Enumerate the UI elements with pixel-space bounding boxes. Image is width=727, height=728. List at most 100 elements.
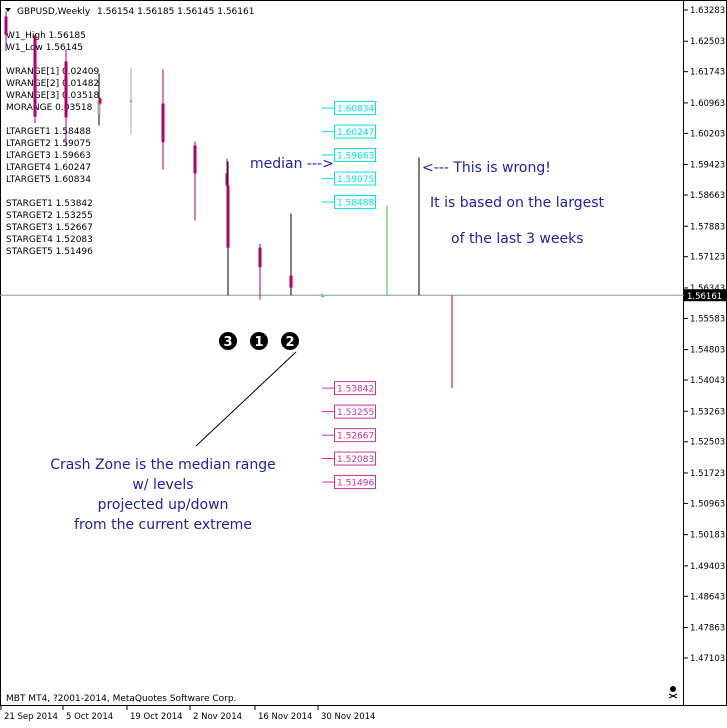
y-tick-label: 1.54803: [690, 346, 725, 356]
ltarget-box: [334, 101, 376, 116]
starget5-label: STARGET5 1.51496: [6, 247, 93, 257]
starget-value: 1.52083: [337, 455, 374, 465]
wrange3-label: WRANGE[3] 0.03518: [6, 91, 99, 101]
candle-body: [225, 173, 229, 186]
annotations: median ---> <--- This is wrong! It is ba…: [50, 156, 604, 533]
marker-1-circle: [250, 332, 268, 350]
y-tick-label: 1.53263: [690, 407, 725, 417]
y-tick-label: 1.49403: [690, 562, 725, 572]
wrong-annotation-line2: It is based on the largest: [430, 195, 604, 211]
x-tick-label: 16 Nov 2014: [258, 712, 312, 722]
y-tick-label: 1.58663: [690, 191, 725, 201]
y-tick-label: 1.54043: [690, 376, 725, 386]
y-tick-label: 1.55583: [690, 314, 725, 324]
starget-box: [334, 451, 376, 466]
y-tick-label: 1.47863: [690, 624, 725, 634]
current-price-tag: [684, 289, 726, 302]
x-tick-label: 21 Sep 2014: [4, 712, 58, 722]
marker-2-circle: [281, 332, 299, 350]
info-block: W1_High 1.56185 W1_Low 1.56145 WRANGE[1]…: [6, 31, 99, 257]
y-tick-label: 1.57883: [690, 222, 725, 232]
y-tick-label: 1.59423: [690, 161, 725, 171]
candle-body: [129, 100, 133, 103]
crash-zone-line3: projected up/down: [98, 497, 229, 513]
price-arrow-icon: [321, 293, 325, 298]
starget-box: [334, 381, 376, 396]
ltarget-value: 1.58488: [337, 199, 374, 209]
candle-body: [4, 16, 8, 35]
x-tick-label: 5 Oct 2014: [66, 712, 113, 722]
starget-box: [334, 404, 376, 419]
ltarget4-label: LTARGET4 1.60247: [6, 163, 91, 173]
candle-body: [289, 275, 293, 288]
candle-body: [258, 247, 262, 268]
marker-2-label: 2: [285, 335, 294, 350]
w1-low-label: W1_Low 1.56145: [6, 43, 83, 53]
bar-markers: 3 1 2: [219, 332, 299, 350]
crash-zone-line4: from the current extreme: [74, 517, 252, 533]
ltarget-value: 1.60834: [337, 105, 374, 115]
x-tick-label: 19 Oct 2014: [130, 712, 183, 722]
candle-body: [97, 101, 101, 115]
starget3-label: STARGET3 1.52667: [6, 223, 93, 233]
median-annotation: median --->: [250, 156, 334, 172]
ltarget-box: [334, 195, 376, 210]
ltarget-value: 1.59663: [337, 151, 374, 161]
ltarget2-label: LTARGET2 1.59075: [6, 139, 91, 149]
candle-body: [33, 35, 37, 117]
candle-body: [193, 145, 197, 174]
triangle-down-icon[interactable]: [5, 8, 11, 12]
ohlc-values: 1.56154 1.56185 1.56145 1.56161: [97, 7, 254, 17]
x-tick-label: 2 Nov 2014: [193, 712, 242, 722]
starget4-label: STARGET4 1.52083: [6, 235, 93, 245]
ltarget-value: 1.60247: [337, 128, 374, 138]
y-tick-label: 1.47103: [690, 654, 725, 664]
y-tick-label: 1.48643: [690, 592, 725, 602]
starget-value: 1.51496: [337, 479, 374, 489]
marker-3-label: 3: [223, 335, 232, 350]
y-tick-label: 1.61743: [690, 68, 725, 78]
morange-label: MORANGE 0.03518: [6, 103, 93, 113]
copyright-text: MBT MT4, ?2001-2014, MetaQuotes Software…: [6, 694, 236, 704]
wrange2-label: WRANGE[2] 0.01482: [6, 79, 99, 89]
ltarget-box: [334, 124, 376, 139]
candle-body: [161, 103, 165, 143]
candle-body: [226, 185, 230, 248]
y-tick-label: 1.60963: [690, 99, 725, 109]
skull-icon: [668, 686, 678, 699]
symbol-timeframe: GBPUSD,Weekly: [17, 7, 91, 17]
starget1-label: STARGET1 1.53842: [6, 199, 93, 209]
wrange1-label: WRANGE[1] 0.02409: [6, 67, 99, 77]
candle-body: [98, 98, 102, 104]
starget-box: [334, 475, 376, 490]
starget-box: [334, 428, 376, 443]
y-tick-label: 1.51723: [690, 469, 725, 479]
marker-3-circle: [219, 332, 237, 350]
ltarget3-label: LTARGET3 1.59663: [6, 151, 91, 161]
wrong-annotation: <--- This is wrong!: [422, 160, 551, 176]
starget-value: 1.53255: [337, 408, 374, 418]
crash-zone-line2: w/ levels: [132, 477, 193, 493]
y-tick-label: 1.63283: [690, 6, 725, 16]
current-price-label: 1.56161: [687, 292, 722, 302]
starget2-label: STARGET2 1.53255: [6, 211, 93, 221]
ltarget5-label: LTARGET5 1.60834: [6, 175, 91, 185]
starget-value: 1.52667: [337, 432, 374, 442]
y-tick-label: 1.57123: [690, 253, 725, 263]
starget-value: 1.53842: [337, 385, 374, 395]
y-tick-label: 1.56343: [690, 284, 725, 294]
plot-frame: [0, 0, 684, 706]
ltarget-value: 1.59075: [337, 175, 374, 185]
x-tick-label: 30 Nov 2014: [321, 712, 375, 722]
ltarget-box: [334, 147, 376, 162]
wrong-annotation-line3: of the last 3 weeks: [451, 231, 584, 247]
marker-1-label: 1: [254, 335, 263, 350]
candle-body: [64, 61, 68, 118]
w1-high-label: W1_High 1.56185: [6, 31, 86, 41]
ltarget-box: [334, 171, 376, 186]
y-tick-label: 1.60203: [690, 129, 725, 139]
y-tick-label: 1.50963: [690, 499, 725, 509]
ltarget1-label: LTARGET1 1.58488: [6, 127, 91, 137]
